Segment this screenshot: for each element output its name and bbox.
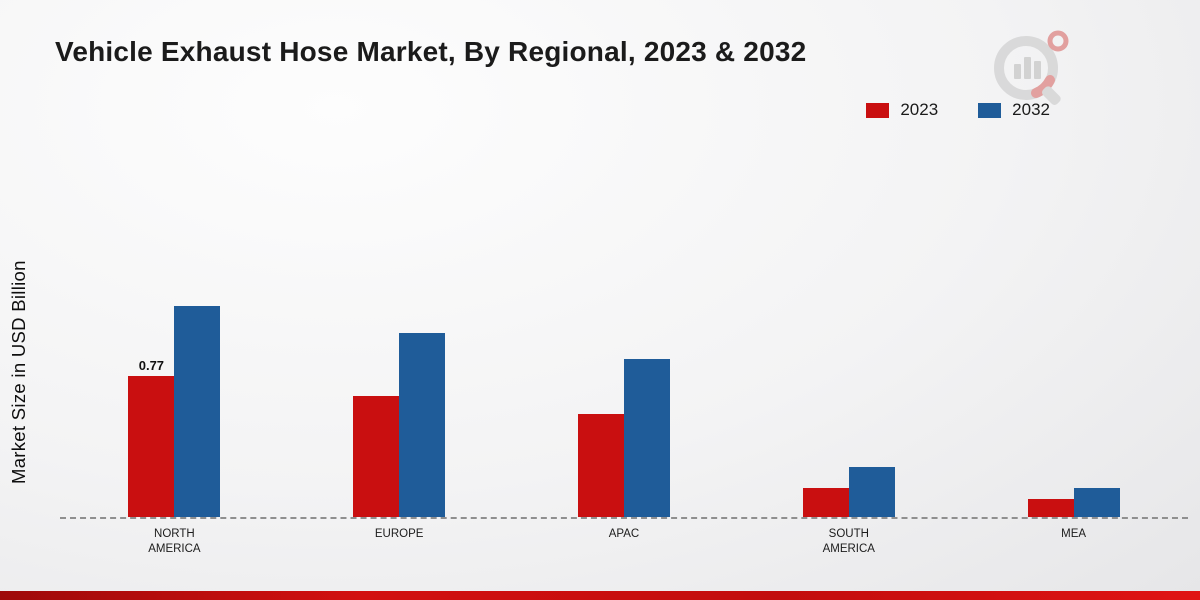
- bar-2023-north-america: 0.77: [128, 358, 175, 517]
- bar-plot: 0.77 NORTH AMERICA EUROPE APAC SOUTH AMERICA…: [62, 282, 1186, 555]
- brand-logo: [986, 26, 1078, 115]
- x-axis-baseline: [60, 517, 1188, 519]
- legend-swatch-2023: [866, 102, 890, 118]
- footer-accent-bar: [0, 591, 1200, 600]
- x-label-mea: MEA: [1061, 528, 1087, 540]
- legend: 2023 2032: [866, 100, 1050, 120]
- legend-item-2023: 2023: [866, 100, 938, 120]
- bar-group-mea: MEA: [1027, 282, 1120, 540]
- bar-group-south-america: SOUTH AMERICA: [802, 282, 895, 555]
- bar-2032-europe: [399, 333, 446, 517]
- bar-2032-north-america: [174, 305, 221, 517]
- magnifier-chart-logo-icon: [994, 30, 1069, 105]
- bar-value-label-north-america: 0.77: [138, 357, 165, 373]
- bar-group-europe: EUROPE: [353, 282, 446, 540]
- bar-group-apac: APAC: [577, 282, 670, 540]
- bar-2023-apac: [577, 414, 624, 517]
- x-label-north-america: NORTH AMERICA: [148, 528, 201, 555]
- x-label-europe: EUROPE: [374, 528, 424, 540]
- bar-2032-south-america: [848, 467, 895, 517]
- x-label-apac: APAC: [608, 528, 640, 540]
- bar-2032-apac: [623, 359, 670, 517]
- bar-2032-mea: [1073, 487, 1120, 517]
- chart-title: Vehicle Exhaust Hose Market, By Regional…: [55, 36, 807, 67]
- bar-2023-europe: [353, 395, 400, 517]
- legend-label: 2032: [1012, 100, 1050, 119]
- bar-group-north-america: 0.77 NORTH AMERICA: [128, 282, 221, 555]
- x-label-south-america: SOUTH AMERICA: [822, 528, 875, 555]
- legend-label: 2023: [900, 100, 939, 119]
- bar-2023-mea: [1027, 498, 1074, 517]
- y-axis-label: Market Size in USD Billion: [8, 260, 29, 484]
- legend-swatch-2032: [978, 102, 1002, 118]
- bar-2023-south-america: [802, 487, 849, 517]
- legend-item-2032: 2032: [978, 100, 1050, 120]
